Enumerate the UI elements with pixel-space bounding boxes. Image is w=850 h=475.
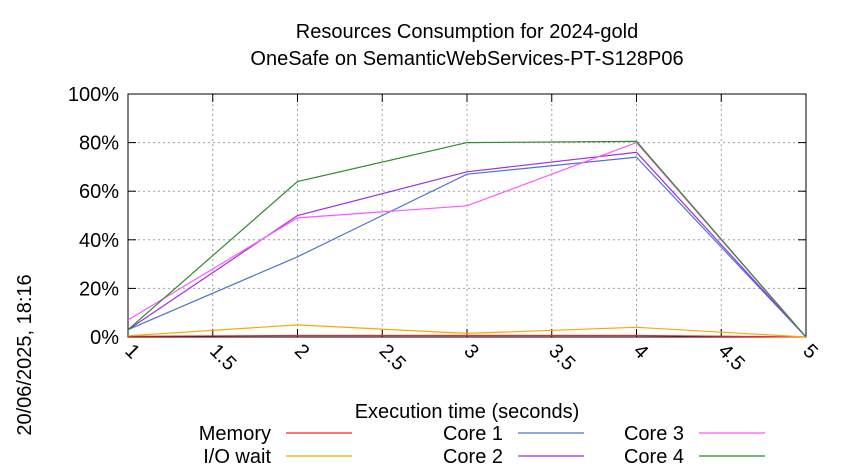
grid-lines (128, 94, 806, 337)
x-tick-label: 1 (120, 340, 143, 363)
y-tick-label: 0% (90, 327, 119, 349)
y-tick-label: 40% (79, 230, 119, 252)
x-tick-label: 4.5 (714, 340, 749, 375)
y-tick-label: 60% (79, 181, 119, 203)
x-tick-label: 2 (290, 340, 313, 363)
x-tick-label: 1.5 (205, 340, 240, 375)
chart-subtitle: OneSafe on SemanticWebServices-PT-S128P0… (250, 48, 683, 70)
series-line-core-4 (127, 140, 807, 338)
y-tick-label: 20% (79, 278, 119, 300)
series-line-memory (127, 334, 807, 338)
x-tick-label: 3.5 (544, 340, 579, 375)
x-tick-label: 4 (629, 340, 652, 363)
series-lines (127, 140, 807, 338)
x-tick-label: 2.5 (375, 340, 410, 375)
series-line-i-o-wait (127, 324, 807, 338)
x-axis-label: Execution time (seconds) (355, 401, 580, 423)
legend-label: Core 1 (443, 423, 503, 445)
y-tick-label: 80% (79, 133, 119, 155)
x-tick-label: 5 (798, 340, 821, 363)
series-line-core-1 (127, 156, 807, 338)
chart-title: Resources Consumption for 2024-gold (296, 21, 638, 43)
legend-label: I/O wait (203, 446, 271, 468)
series-line-core-2 (127, 151, 807, 338)
legend-label: Core 2 (443, 446, 503, 468)
x-tick-label: 3 (459, 340, 482, 363)
legend-label: Core 3 (624, 423, 684, 445)
legend-label: Core 4 (624, 446, 684, 468)
y-axis: 0% 20% 40% 60% 80% 100% (68, 84, 806, 349)
y-tick-label: 100% (68, 84, 119, 106)
legend-label: Memory (199, 423, 271, 445)
timestamp-label: 20/06/2025, 18:16 (14, 274, 36, 435)
